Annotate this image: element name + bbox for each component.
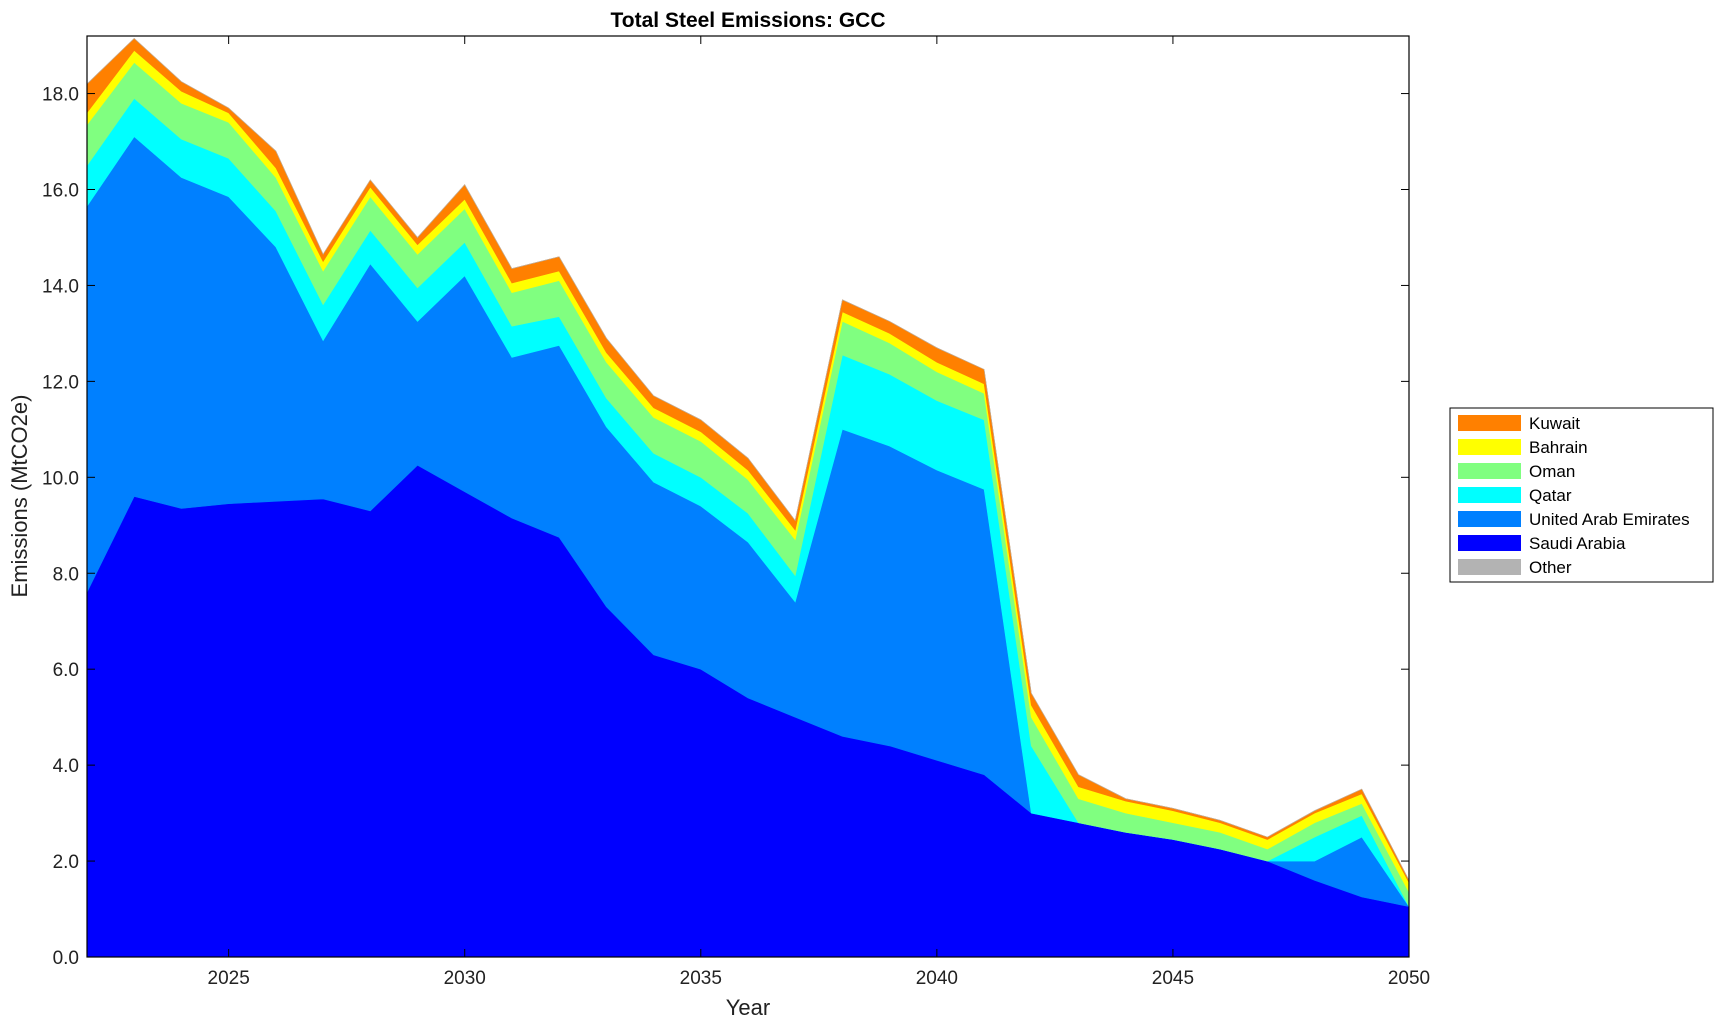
chart-title: Total Steel Emissions: GCC bbox=[611, 9, 886, 32]
y-tick-label: 10.0 bbox=[42, 468, 79, 489]
y-tick-label: 4.0 bbox=[53, 756, 79, 777]
legend-label-kuwait: Kuwait bbox=[1529, 414, 1580, 433]
y-tick-label: 12.0 bbox=[42, 372, 79, 393]
y-tick-label: 0.0 bbox=[53, 948, 79, 969]
legend-label-bahrain: Bahrain bbox=[1529, 438, 1588, 457]
x-axis-ticks: 2025 2030 2035 2040 2045 2050 bbox=[208, 36, 1430, 989]
x-tick-label: 2050 bbox=[1388, 968, 1430, 989]
y-tick-label: 16.0 bbox=[42, 181, 79, 202]
legend-swatch-kuwait bbox=[1458, 415, 1521, 431]
legend-swatch-other bbox=[1458, 559, 1521, 575]
legend-swatch-united-arab-emirates bbox=[1458, 511, 1521, 527]
legend-label-qatar: Qatar bbox=[1529, 486, 1572, 505]
y-axis-title: Emissions (MtCO2e) bbox=[7, 395, 32, 598]
legend: Kuwait Bahrain Oman Qatar United Arab Emirat… bbox=[1449, 407, 1714, 583]
legend-swatch-bahrain bbox=[1458, 439, 1521, 455]
y-axis-ticks: 0.0 2.0 4.0 6.0 8.0 10.0 12.0 14.0 16.0 18.0 bbox=[42, 85, 1409, 969]
area-series-group bbox=[86, 37, 1410, 958]
legend-swatch-qatar bbox=[1458, 487, 1521, 503]
y-tick-label: 14.0 bbox=[42, 276, 79, 297]
y-tick-label: 8.0 bbox=[53, 564, 79, 585]
x-tick-label: 2040 bbox=[916, 968, 958, 989]
legend-label-united-arab-emirates: United Arab Emirates bbox=[1529, 510, 1690, 529]
x-tick-label: 2025 bbox=[208, 968, 250, 989]
y-tick-label: 6.0 bbox=[53, 660, 79, 681]
legend-label-oman: Oman bbox=[1529, 462, 1575, 481]
legend-swatch-oman bbox=[1458, 463, 1521, 479]
y-tick-label: 2.0 bbox=[53, 852, 79, 873]
x-tick-label: 2045 bbox=[1152, 968, 1194, 989]
legend-swatch-saudi-arabia bbox=[1458, 535, 1521, 551]
legend-label-saudi-arabia: Saudi Arabia bbox=[1529, 534, 1626, 553]
x-tick-label: 2030 bbox=[444, 968, 486, 989]
plot-frame bbox=[86, 35, 1410, 958]
x-tick-label: 2035 bbox=[680, 968, 722, 989]
legend-label-other: Other bbox=[1529, 558, 1572, 577]
x-axis-title: Year bbox=[726, 995, 770, 1020]
y-tick-label: 18.0 bbox=[42, 85, 79, 106]
